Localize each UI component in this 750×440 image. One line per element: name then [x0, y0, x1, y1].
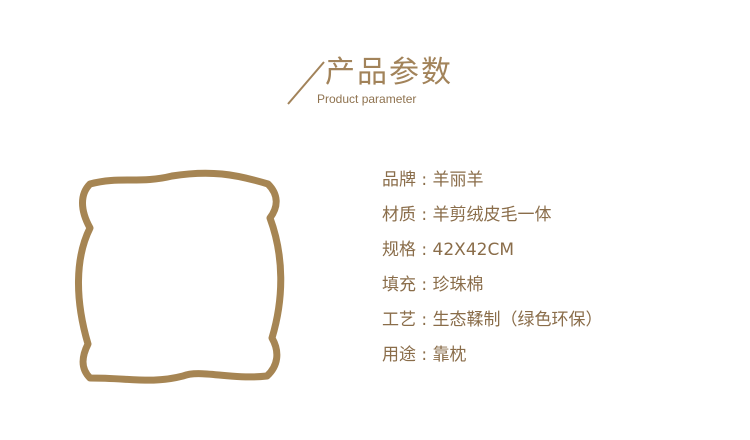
section-header: 产品参数 Product parameter [0, 0, 750, 120]
parameter-separator: : [421, 310, 428, 330]
parameter-value: 羊剪绒皮毛一体 [432, 205, 552, 225]
parameter-label: 规格 [382, 240, 416, 260]
parameter-value: 42X42CM [432, 240, 514, 260]
pillow-outline-icon [75, 169, 285, 384]
parameter-list: 品牌 : 羊丽羊 材质 : 羊剪绒皮毛一体 规格 : 42X42CM 填充 : … [382, 166, 722, 376]
parameter-value: 珍珠棉 [432, 275, 484, 295]
parameter-label: 用途 [382, 345, 416, 365]
diagonal-slash-icon [287, 61, 325, 105]
parameter-label: 工艺 [382, 310, 416, 330]
parameter-row-size: 规格 : 42X42CM [382, 236, 722, 271]
parameter-value: 羊丽羊 [432, 170, 484, 190]
parameter-row-filling: 填充 : 珍珠棉 [382, 271, 722, 306]
parameter-row-material: 材质 : 羊剪绒皮毛一体 [382, 201, 722, 236]
parameter-value: 生态鞣制（绿色环保） [432, 310, 603, 330]
parameter-separator: : [421, 345, 428, 365]
parameter-separator: : [421, 205, 428, 225]
parameter-separator: : [421, 170, 428, 190]
parameter-label: 填充 [382, 275, 416, 295]
parameter-label: 材质 [382, 205, 416, 225]
page-subtitle: Product parameter [317, 92, 417, 106]
parameter-row-process: 工艺 : 生态鞣制（绿色环保） [382, 306, 722, 341]
parameter-value: 靠枕 [432, 345, 467, 365]
parameter-row-usage: 用途 : 靠枕 [382, 341, 722, 376]
page-title: 产品参数 [325, 55, 453, 90]
parameter-separator: : [421, 240, 428, 260]
parameter-separator: : [421, 275, 428, 295]
parameter-label: 品牌 [382, 170, 416, 190]
parameter-row-brand: 品牌 : 羊丽羊 [382, 166, 722, 201]
